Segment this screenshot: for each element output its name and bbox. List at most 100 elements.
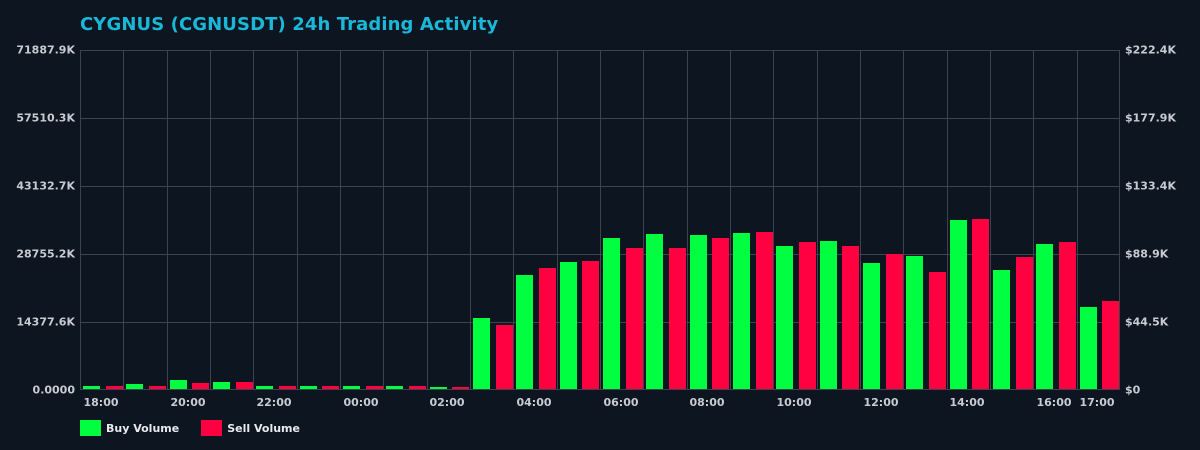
sell-volume-bar[interactable]: [929, 271, 946, 389]
sell-volume-bar[interactable]: [885, 253, 903, 389]
sell-volume-bar[interactable]: [1102, 300, 1120, 389]
legend-item-buy[interactable]: Buy Volume: [80, 420, 179, 436]
sell-volume-bar[interactable]: [669, 247, 686, 389]
sell-volume-bar[interactable]: [1059, 241, 1076, 389]
legend-label-buy: Buy Volume: [106, 421, 180, 435]
buy-volume-bar[interactable]: [646, 233, 664, 389]
x-tick-label: 10:00: [776, 396, 812, 409]
x-tick-label: 20:00: [170, 396, 206, 409]
left-y-tick-label: 57510.3K: [16, 111, 75, 125]
vertical-gridline: [946, 51, 948, 389]
sell-volume-bar[interactable]: [322, 386, 340, 389]
buy-swatch-icon: [80, 420, 101, 436]
sell-volume-bar[interactable]: [409, 386, 426, 389]
buy-volume-bar[interactable]: [776, 245, 794, 389]
right-y-tick-label: $88.9K: [1125, 247, 1169, 261]
x-tick-label: 08:00: [689, 396, 725, 409]
buy-volume-bar[interactable]: [473, 318, 490, 389]
vertical-gridline: [1033, 51, 1035, 389]
buy-volume-bar[interactable]: [386, 386, 404, 389]
legend: Buy Volume Sell Volume: [80, 420, 300, 436]
vertical-gridline: [730, 51, 731, 389]
right-y-tick-label: $0: [1125, 383, 1141, 397]
right-y-tick-label: $222.4K: [1125, 43, 1176, 57]
sell-volume-bar[interactable]: [842, 245, 860, 389]
sell-volume-bar[interactable]: [755, 231, 773, 389]
legend-label-sell: Sell Volume: [227, 421, 300, 435]
left-y-tick-label: 28755.2K: [16, 247, 75, 261]
buy-volume-bar[interactable]: [169, 380, 187, 389]
buy-volume-bar[interactable]: [603, 237, 620, 389]
vertical-gridline: [643, 51, 645, 389]
sell-volume-bar[interactable]: [539, 267, 556, 389]
x-tick-label: 16:00: [1036, 396, 1072, 409]
x-tick-label: 02:00: [429, 396, 465, 409]
buy-volume-bar[interactable]: [949, 219, 967, 389]
x-tick-label: 18:00: [83, 396, 119, 409]
right-y-tick-label: $44.5K: [1125, 315, 1169, 329]
buy-volume-bar[interactable]: [733, 232, 750, 389]
sell-volume-bar[interactable]: [495, 325, 513, 389]
vertical-gridline: [860, 51, 861, 389]
vertical-gridline: [1076, 51, 1078, 389]
buy-volume-bar[interactable]: [429, 386, 447, 389]
left-y-tick-label: 14377.6K: [16, 315, 75, 329]
vertical-gridline: [686, 51, 688, 389]
sell-volume-bar[interactable]: [365, 386, 383, 389]
vertical-gridline: [470, 51, 471, 389]
vertical-gridline: [773, 51, 775, 389]
sell-volume-bar[interactable]: [105, 386, 123, 389]
vertical-gridline: [426, 51, 428, 389]
left-y-tick-label: 0.0000: [32, 383, 75, 397]
buy-volume-bar[interactable]: [689, 234, 707, 389]
buy-volume-bar[interactable]: [1079, 307, 1097, 389]
vertical-gridline: [383, 51, 385, 389]
vertical-gridline: [556, 51, 558, 389]
right-y-tick-label: $177.9K: [1125, 111, 1176, 125]
vertical-gridline: [340, 51, 341, 389]
buy-volume-bar[interactable]: [863, 262, 880, 389]
buy-volume-bar[interactable]: [819, 240, 837, 389]
buy-volume-bar[interactable]: [516, 274, 534, 389]
sell-volume-bar[interactable]: [799, 241, 816, 389]
sell-volume-bar[interactable]: [192, 383, 210, 389]
vertical-gridline: [123, 51, 125, 389]
vertical-gridline: [816, 51, 818, 389]
vertical-gridline: [253, 51, 255, 389]
buy-volume-bar[interactable]: [256, 386, 274, 389]
x-tick-label: 00:00: [343, 396, 379, 409]
x-tick-label: 17:00: [1079, 396, 1115, 409]
buy-volume-bar[interactable]: [343, 386, 360, 389]
buy-volume-bar[interactable]: [299, 386, 317, 389]
sell-volume-bar[interactable]: [625, 247, 643, 389]
legend-item-sell[interactable]: Sell Volume: [201, 420, 300, 436]
sell-volume-bar[interactable]: [149, 386, 166, 389]
buy-volume-bar[interactable]: [906, 255, 924, 389]
sell-volume-bar[interactable]: [235, 382, 253, 389]
buy-volume-bar[interactable]: [213, 382, 230, 389]
left-y-tick-label: 71887.9K: [16, 43, 75, 57]
x-tick-label: 12:00: [863, 396, 899, 409]
sell-volume-bar[interactable]: [279, 386, 296, 389]
x-tick-label: 04:00: [516, 396, 552, 409]
x-tick-label: 14:00: [949, 396, 985, 409]
vertical-gridline: [210, 51, 211, 389]
x-tick-label: 06:00: [603, 396, 639, 409]
right-y-tick-label: $133.4K: [1125, 179, 1176, 193]
left-y-tick-label: 43132.7K: [16, 179, 75, 193]
buy-volume-bar[interactable]: [1036, 243, 1054, 389]
chart-title: CYGNUS (CGNUSDT) 24h Trading Activity: [80, 14, 499, 35]
vertical-gridline: [600, 51, 601, 389]
buy-volume-bar[interactable]: [126, 384, 144, 389]
buy-volume-bar[interactable]: [993, 269, 1010, 389]
sell-volume-bar[interactable]: [972, 218, 990, 389]
sell-volume-bar[interactable]: [1015, 256, 1033, 389]
vertical-gridline: [166, 51, 168, 389]
vertical-gridline: [990, 51, 991, 389]
buy-volume-bar[interactable]: [83, 386, 100, 389]
sell-volume-bar[interactable]: [452, 387, 470, 389]
sell-volume-bar[interactable]: [712, 237, 730, 389]
vertical-gridline: [296, 51, 298, 389]
sell-volume-bar[interactable]: [582, 260, 600, 389]
buy-volume-bar[interactable]: [559, 261, 577, 389]
